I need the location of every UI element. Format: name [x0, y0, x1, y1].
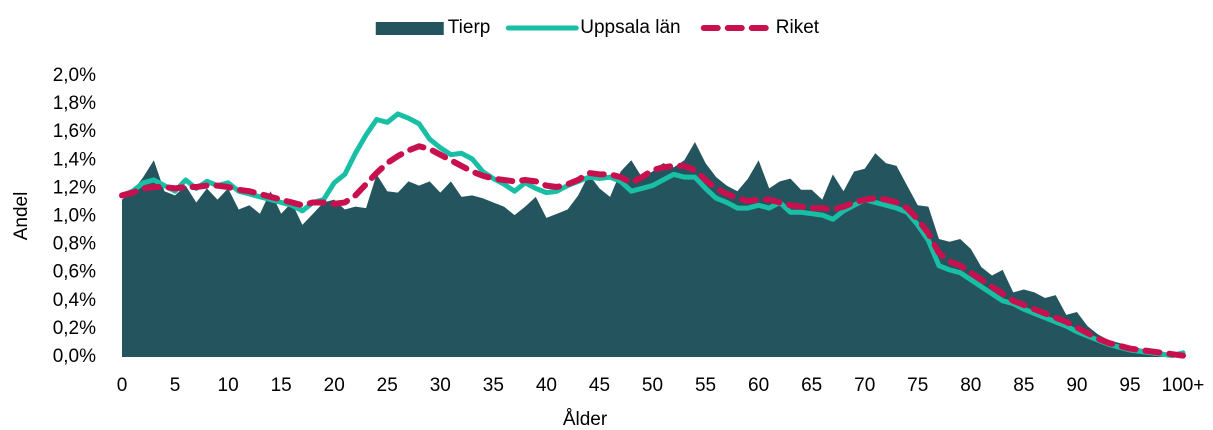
x-tick-label: 75 — [907, 375, 928, 396]
x-tick-label: 15 — [271, 375, 292, 396]
x-tick-label: 60 — [748, 375, 769, 396]
y-tick-label: 1,6% — [53, 121, 96, 142]
x-tick-label: 0 — [117, 375, 128, 396]
x-tick-label: 10 — [218, 375, 239, 396]
line — [119, 111, 1186, 359]
x-tick-label: 20 — [324, 375, 345, 396]
y-tick-label: 0,6% — [53, 262, 96, 283]
x-tick-label: 65 — [801, 375, 822, 396]
x-tick-label: 55 — [695, 375, 716, 396]
x-axis-label: Ålder — [563, 409, 608, 430]
y-axis-label: Andel — [11, 192, 32, 241]
y-tick-label: 1,0% — [53, 206, 96, 227]
x-tick-label: 45 — [589, 375, 610, 396]
x-tick-label: 5 — [170, 375, 181, 396]
x-tick-label: 40 — [536, 375, 557, 396]
x-tick-label: 80 — [960, 375, 981, 396]
area — [122, 142, 1183, 357]
x-tick-label: 95 — [1119, 375, 1140, 396]
x-tick-label: 25 — [377, 375, 398, 396]
y-tick-label: 0,4% — [53, 290, 96, 311]
x-tick-label: 85 — [1013, 375, 1034, 396]
x-tick-label: 100+ — [1162, 375, 1205, 396]
legend-label: Uppsala län — [580, 17, 680, 38]
x-tick-label: 90 — [1066, 375, 1087, 396]
y-tick-label: 1,2% — [53, 177, 96, 198]
y-tick-label: 1,8% — [53, 93, 96, 114]
line — [119, 143, 1186, 359]
legend-label: Tierp — [448, 17, 491, 38]
y-tick-label: 0,8% — [53, 234, 96, 255]
legend-swatch — [375, 22, 444, 35]
y-tick-label: 1,4% — [53, 149, 96, 170]
x-tick-label: 70 — [854, 375, 875, 396]
x-tick-label: 30 — [430, 375, 451, 396]
y-tick-label: 2,0% — [53, 65, 96, 86]
y-tick-label: 0,0% — [53, 346, 96, 367]
legend-label: Riket — [776, 17, 820, 38]
x-tick-label: 35 — [483, 375, 504, 396]
y-tick-label: 0,2% — [53, 318, 96, 339]
x-tick-label: 50 — [642, 375, 663, 396]
